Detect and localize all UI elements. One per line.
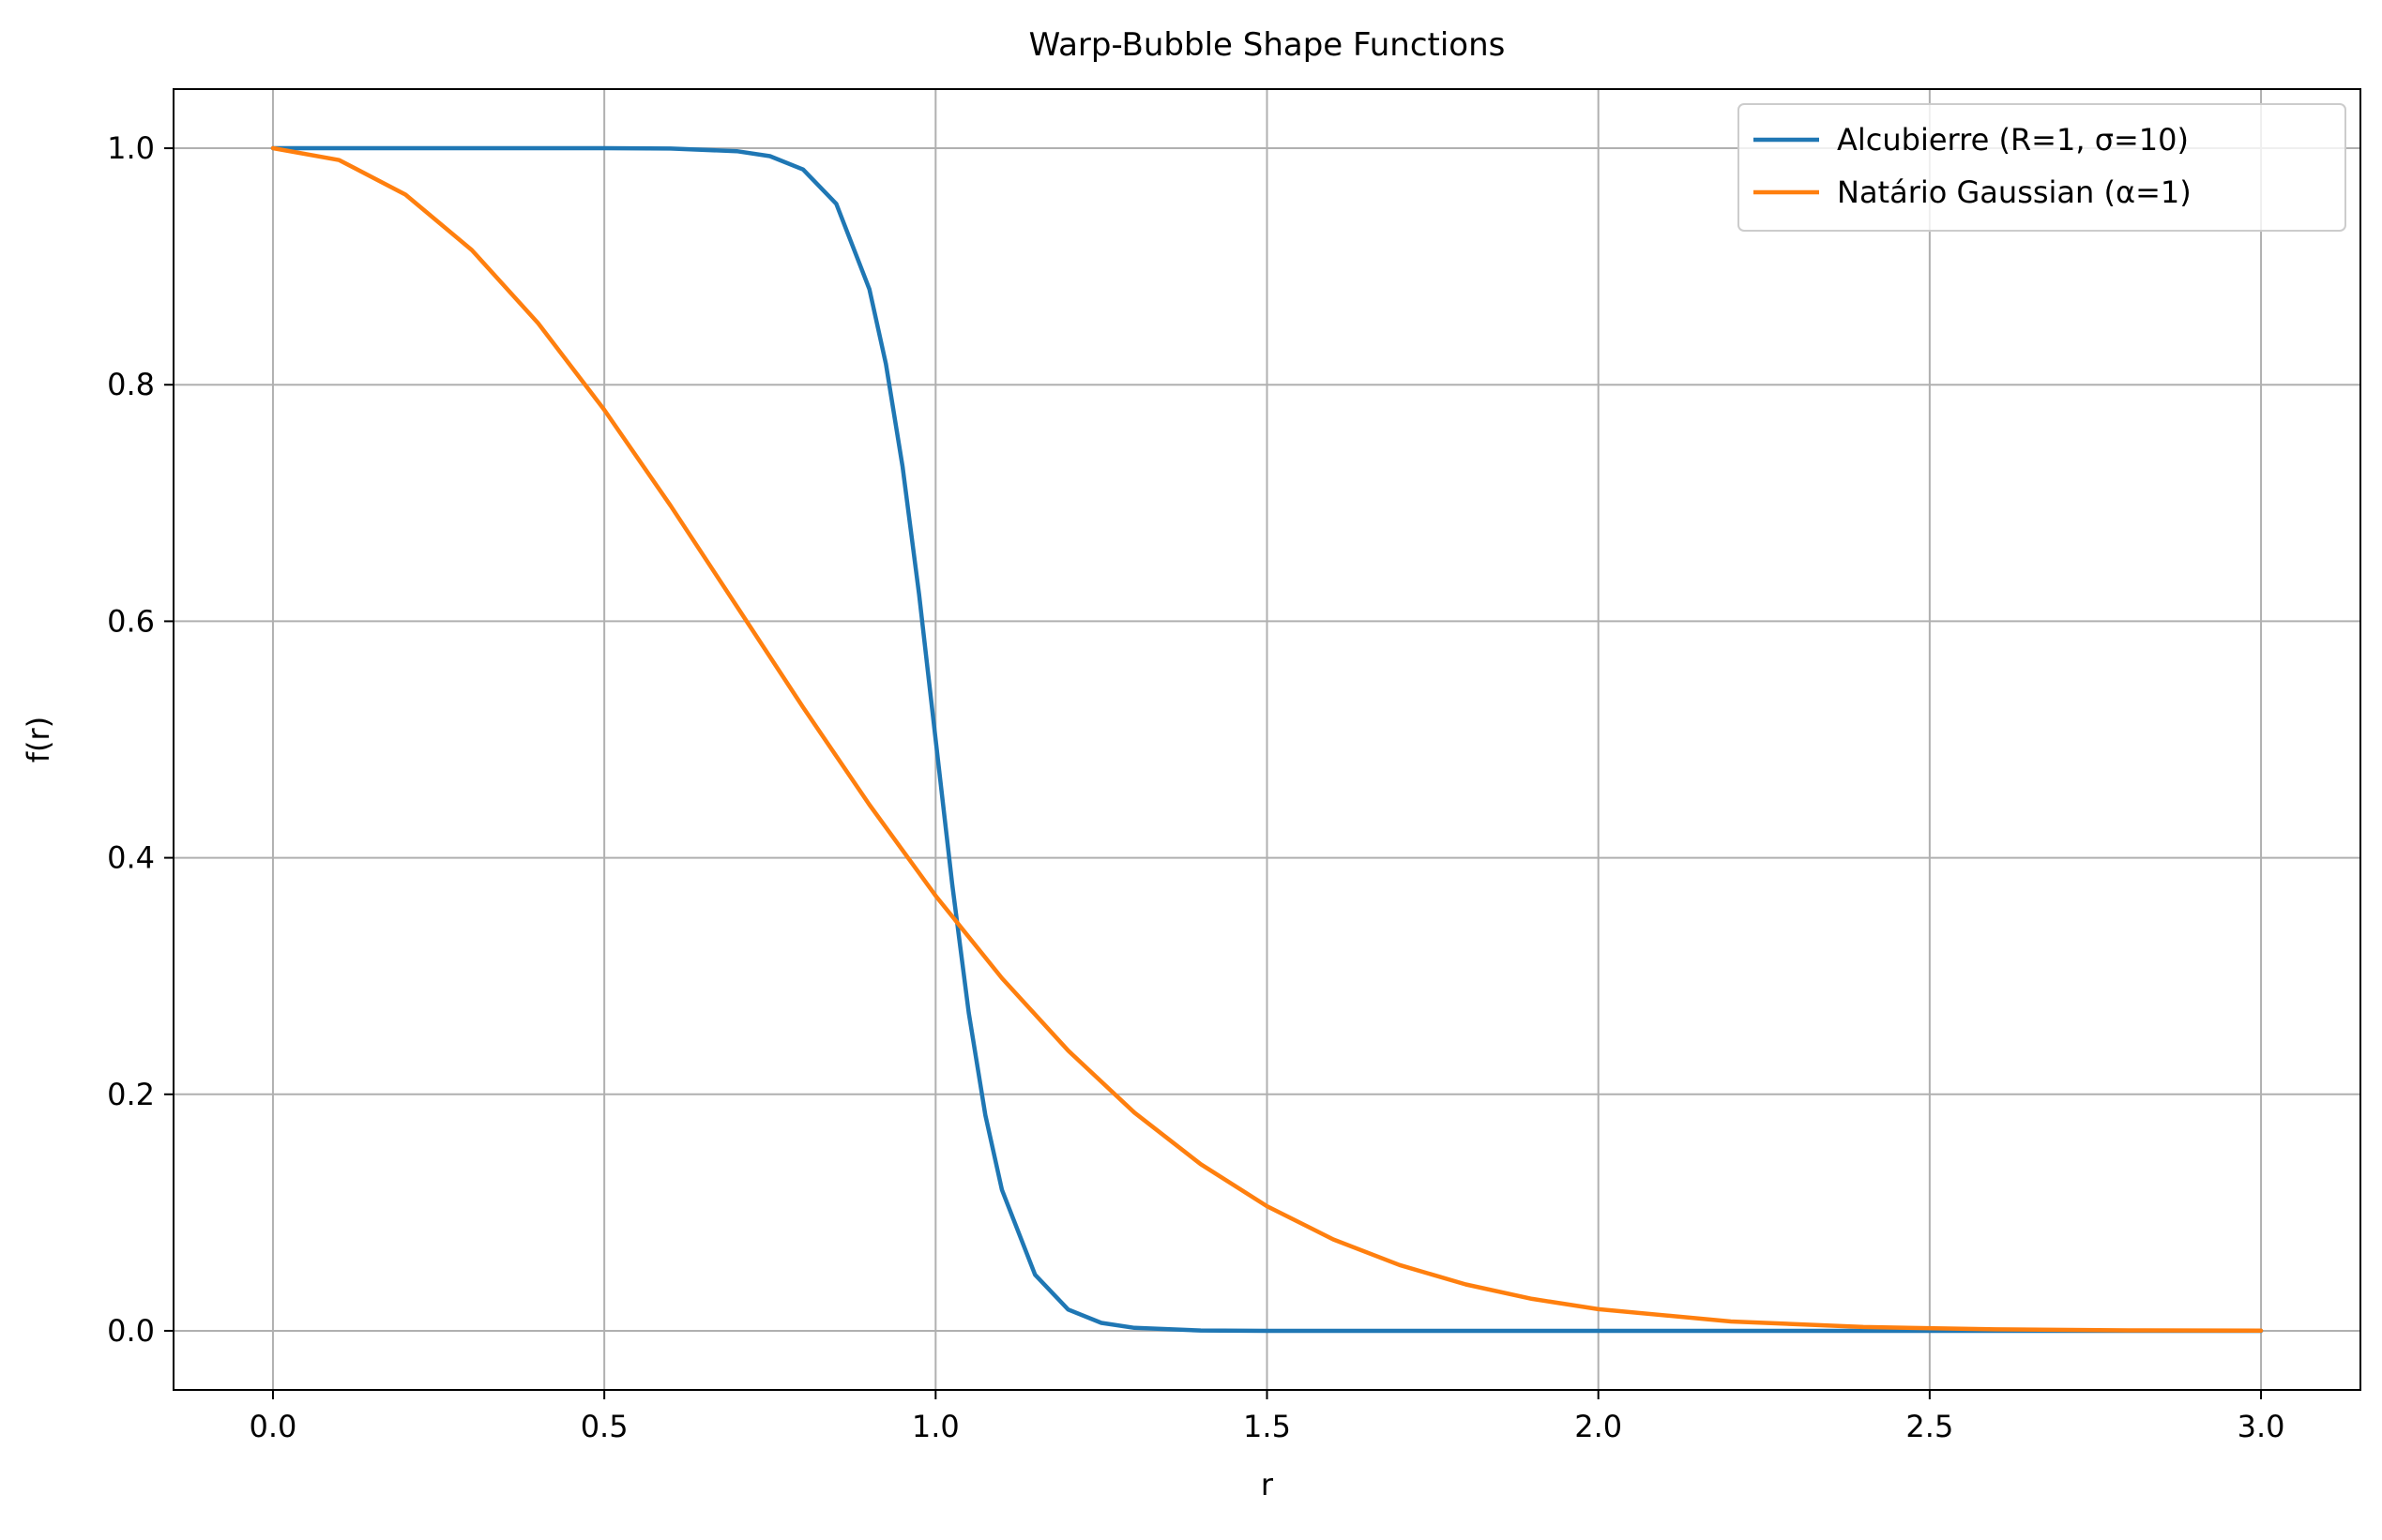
series-lines <box>270 145 2264 1334</box>
y-tick-label: 0.6 <box>107 603 155 639</box>
x-tick-label: 0.0 <box>250 1409 297 1444</box>
y-axis-label: f(r) <box>21 717 56 762</box>
axis-ticks: 0.0 0.5 1.0 1.5 2.0 2.5 3.0 0.0 0.2 0.4 0.6 0.8 1.0 <box>107 130 2284 1444</box>
legend: Alcubierre (R=1, σ=10) Natário Gaussian (… <box>1737 103 2346 232</box>
x-tick-label: 2.5 <box>1905 1409 1953 1444</box>
x-tick-label: 1.0 <box>912 1409 960 1444</box>
y-tick-label: 0.4 <box>107 840 155 876</box>
legend-label-0: Alcubierre (R=1, σ=10) <box>1837 122 2189 158</box>
series-line-0 <box>270 145 2264 1334</box>
chart-title: Warp-Bubble Shape Functions <box>1029 26 1506 64</box>
x-tick-label: 1.5 <box>1243 1409 1291 1444</box>
y-tick-label: 0.0 <box>107 1313 155 1349</box>
x-tick-label: 2.0 <box>1574 1409 1622 1444</box>
legend-box <box>1737 103 2346 232</box>
x-axis-label: r <box>1261 1467 1274 1502</box>
legend-label-1: Natário Gaussian (α=1) <box>1837 174 2192 210</box>
x-tick-label: 3.0 <box>2238 1409 2285 1444</box>
y-tick-label: 0.8 <box>107 367 155 402</box>
series-line-1 <box>270 145 2264 1334</box>
y-tick-label: 1.0 <box>107 130 155 166</box>
x-tick-label: 0.5 <box>581 1409 629 1444</box>
y-tick-label: 0.2 <box>107 1077 155 1112</box>
